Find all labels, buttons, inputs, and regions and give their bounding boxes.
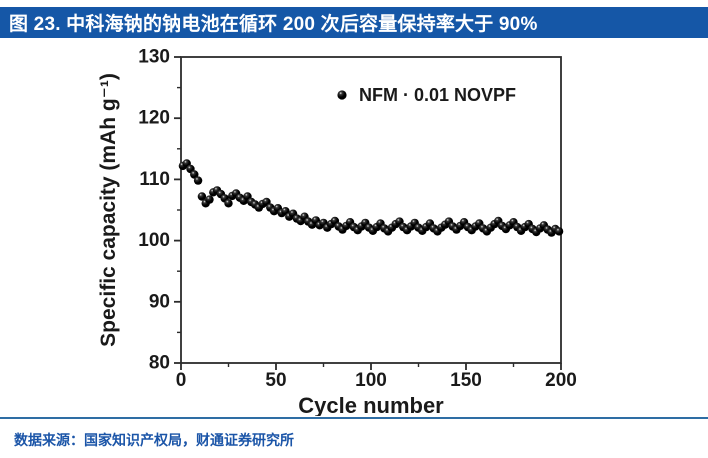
data-source-note: 数据来源：国家知识产权局，财通证券研究所 xyxy=(14,432,294,448)
figure-title-bar: 图 23. 中科海钠的钠电池在循环 200 次后容量保持率大于 90% xyxy=(0,7,708,38)
x-axis-title: Cycle number xyxy=(298,393,444,416)
y-tick-label: 100 xyxy=(138,230,170,251)
y-tick-label: 130 xyxy=(138,47,170,68)
data-point xyxy=(193,176,203,185)
x-tick-label: 200 xyxy=(545,370,577,391)
x-tick-label: 0 xyxy=(176,370,187,391)
legend-marker xyxy=(337,90,347,100)
data-point xyxy=(554,227,564,236)
y-tick-label: 110 xyxy=(139,169,170,190)
x-tick-label: 150 xyxy=(450,370,482,391)
footer-divider xyxy=(0,417,708,419)
data-point xyxy=(190,170,199,179)
y-tick-label: 80 xyxy=(149,353,170,374)
y-axis-title: Specific capacity (mAh g⁻¹) xyxy=(97,73,120,347)
data-point xyxy=(224,199,233,208)
y-tick-label: 120 xyxy=(138,108,170,129)
y-tick-label: 90 xyxy=(149,291,170,312)
legend-label: NFM · 0.01 NOVPF xyxy=(359,85,516,105)
x-tick-label: 50 xyxy=(265,370,286,391)
data-point xyxy=(205,195,214,204)
x-tick-label: 100 xyxy=(355,370,387,391)
plot-frame xyxy=(180,56,562,364)
figure-title: 图 23. 中科海钠的钠电池在循环 200 次后容量保持率大于 90% xyxy=(9,14,538,35)
data-point xyxy=(197,192,207,201)
capacity-chart: 80 90 100 110 120 130 0 50 100 150 200 Cycle number… xyxy=(0,38,708,419)
scatter-plot: 80 90 100 110 120 130 0 50 100 150 200 Cycle number… xyxy=(97,47,577,419)
